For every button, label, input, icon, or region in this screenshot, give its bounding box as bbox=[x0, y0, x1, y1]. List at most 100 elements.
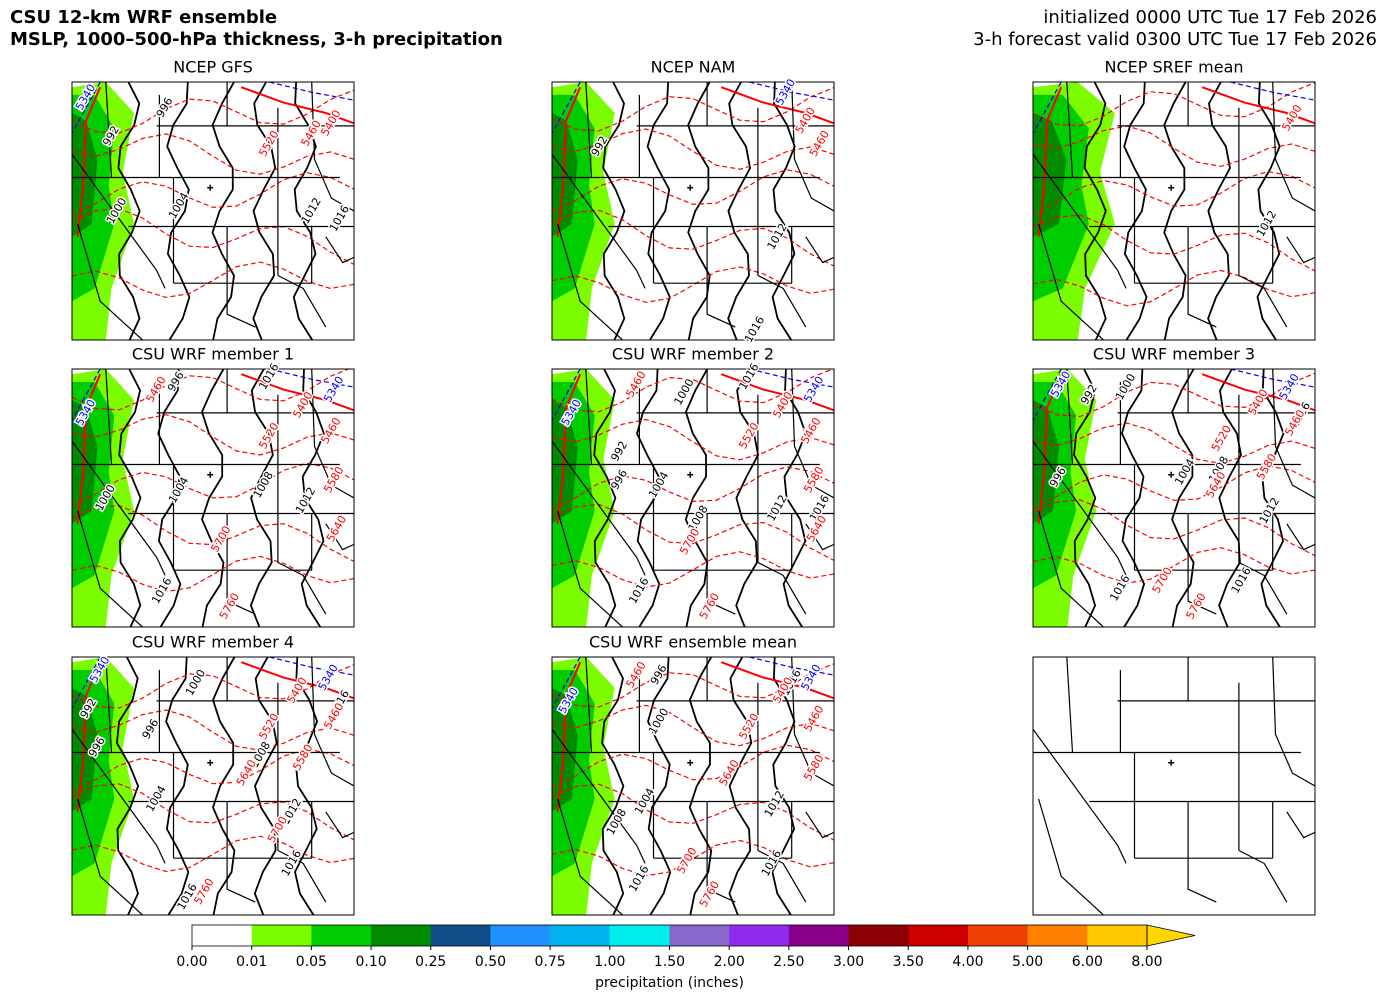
thickness-contour bbox=[552, 87, 834, 132]
colorbar-segment bbox=[967, 925, 1029, 946]
city-marker bbox=[1168, 759, 1175, 766]
isobar bbox=[593, 369, 617, 627]
thickness-contour bbox=[552, 783, 834, 841]
state-border bbox=[1033, 728, 1127, 864]
panel-frame bbox=[71, 368, 355, 628]
colorbar-segment bbox=[729, 925, 790, 946]
state-border bbox=[77, 510, 143, 627]
colorbar-tick-label: 8.00 bbox=[1131, 954, 1162, 970]
state-border bbox=[552, 728, 646, 864]
state-border bbox=[1038, 798, 1104, 915]
state-border bbox=[277, 274, 327, 328]
isobar-label: 1016 bbox=[1107, 573, 1132, 604]
thickness-label: 5700 bbox=[1150, 565, 1175, 596]
colorbar-segment bbox=[1087, 925, 1148, 946]
map-panel bbox=[1033, 657, 1315, 915]
state-border bbox=[1272, 82, 1315, 212]
state-border bbox=[72, 440, 166, 576]
map-panel bbox=[552, 657, 834, 915]
cold-thickness-label: 5340 bbox=[321, 374, 346, 405]
thickness-contour bbox=[552, 704, 834, 747]
isobar-label: 1004 bbox=[144, 783, 169, 814]
state-border bbox=[1066, 82, 1074, 178]
state-border bbox=[1286, 811, 1315, 839]
map-panel bbox=[1033, 369, 1315, 627]
thickness-label: 5460 bbox=[798, 415, 823, 446]
isobar-label: 1004 bbox=[166, 190, 191, 221]
isobar bbox=[300, 369, 325, 627]
map-panel bbox=[552, 82, 834, 340]
state-border bbox=[311, 657, 354, 787]
isobar bbox=[727, 82, 752, 340]
state-border bbox=[585, 82, 593, 178]
isobar bbox=[157, 369, 182, 627]
colorbar-segment bbox=[609, 925, 670, 946]
cold-thickness-contour bbox=[72, 657, 101, 709]
state-border bbox=[1066, 657, 1074, 753]
thickness-contour bbox=[556, 373, 582, 524]
thickness-contour bbox=[72, 462, 354, 507]
colorbar-segment bbox=[848, 925, 909, 946]
cold-thickness-label: 5340 bbox=[798, 662, 823, 693]
state-border bbox=[105, 82, 113, 178]
thickness-contour bbox=[1033, 499, 1315, 557]
state-border bbox=[105, 657, 113, 753]
isobar bbox=[771, 657, 796, 915]
isobar bbox=[646, 82, 671, 340]
cold-thickness-contour bbox=[1033, 369, 1062, 421]
state-border bbox=[805, 811, 834, 839]
isobar-label: 996 bbox=[154, 95, 176, 120]
state-border bbox=[1066, 369, 1074, 465]
colorbar-segment bbox=[908, 925, 969, 946]
panel-title: CSU WRF ensemble mean bbox=[589, 633, 797, 652]
panel-frame bbox=[71, 656, 355, 916]
thickness-contour bbox=[76, 373, 102, 524]
thickness-contour bbox=[1033, 82, 1315, 127]
colorbar-tick-label: 1.50 bbox=[654, 954, 685, 970]
title-line: CSU 12-km WRF ensemble bbox=[10, 7, 277, 28]
isobar bbox=[1123, 82, 1148, 340]
panel-title: CSU WRF member 2 bbox=[612, 345, 774, 364]
state-border bbox=[226, 513, 256, 615]
thickness-contour bbox=[552, 169, 834, 213]
isobar bbox=[647, 657, 672, 915]
state-border bbox=[1187, 513, 1217, 615]
state-border bbox=[791, 369, 834, 499]
map-panel bbox=[72, 369, 354, 627]
state-border bbox=[1033, 153, 1127, 289]
thickness-label: 5640 bbox=[717, 757, 742, 788]
city-marker bbox=[207, 759, 214, 766]
thickness-label: 5700 bbox=[208, 524, 233, 555]
panel-frame bbox=[71, 81, 355, 341]
city-marker bbox=[687, 184, 694, 191]
colorbar-segment bbox=[192, 925, 253, 946]
colorbar-tick-label: 4.00 bbox=[952, 954, 983, 970]
thickness-contour bbox=[552, 503, 834, 561]
thickness-contour bbox=[552, 209, 834, 267]
isobar bbox=[1260, 369, 1285, 627]
state-border bbox=[585, 657, 593, 753]
state-border bbox=[552, 153, 646, 289]
thickness-contour bbox=[72, 133, 354, 175]
isobar-label: 996 bbox=[140, 717, 162, 742]
thickness-label: 5460 bbox=[624, 659, 649, 690]
state-border bbox=[325, 236, 354, 264]
state-border bbox=[1038, 223, 1104, 340]
state-border bbox=[311, 369, 354, 499]
isobar bbox=[1218, 369, 1242, 627]
colorbar-segment bbox=[311, 925, 372, 946]
thickness-contour bbox=[72, 261, 354, 299]
thickness-contour bbox=[72, 555, 354, 593]
state-border bbox=[325, 811, 354, 839]
panel-title: NCEP NAM bbox=[651, 58, 736, 77]
state-border bbox=[1238, 849, 1288, 903]
thickness-contour bbox=[240, 661, 354, 700]
thickness-contour bbox=[552, 369, 834, 413]
thickness-label: 5460 bbox=[144, 374, 169, 405]
state-border bbox=[311, 82, 354, 212]
thickness-contour bbox=[720, 86, 834, 125]
colorbar-segment bbox=[669, 925, 730, 946]
thickness-contour bbox=[240, 373, 354, 412]
colorbar-label: precipitation (inches) bbox=[595, 975, 744, 991]
isobar bbox=[1163, 82, 1187, 340]
